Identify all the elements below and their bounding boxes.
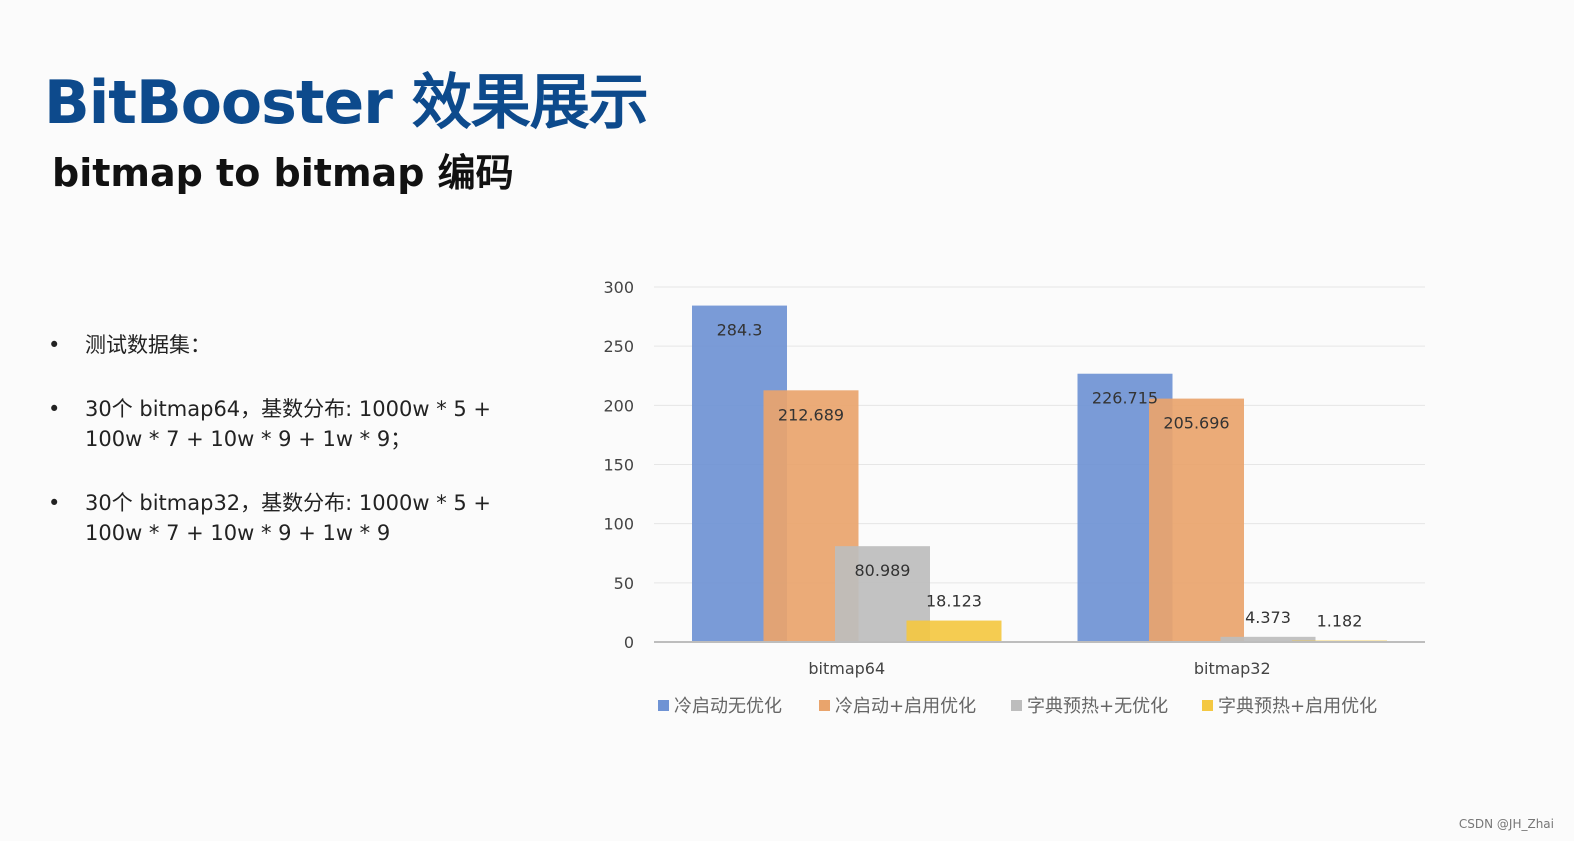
y-tick-label: 200 (603, 396, 634, 415)
data-label: 1.182 (1317, 612, 1363, 631)
legend-label: 字典预热+无优化 (1027, 696, 1168, 717)
x-tick-label: bitmap32 (1194, 659, 1271, 678)
bullet-line: 100w * 7 + 10w * 9 + 1w * 9 (85, 521, 391, 545)
legend-label: 冷启动+启用优化 (835, 696, 976, 717)
bar-chart: 0 50 100 150 200 250 300 284.3 212.689 80.989 18.1… (603, 278, 1425, 717)
bullet-list: • 测试数据集： • 30个 bitmap64，基数分布: 1000w * 5 + 10… (44, 330, 544, 582)
bullet-line: 30个 bitmap64，基数分布: 1000w * 5 + (85, 397, 492, 421)
bullet-line: 100w * 7 + 10w * 9 + 1w * 9； (85, 427, 412, 451)
bullet-marker: • (48, 333, 61, 357)
data-label: 212.689 (778, 405, 844, 424)
y-tick-label: 150 (603, 456, 634, 475)
bullet-line: 测试数据集： (85, 333, 211, 357)
slide-subtitle: bitmap to bitmap 编码 (52, 151, 514, 195)
data-label: 205.696 (1163, 414, 1229, 433)
data-label: 80.989 (855, 561, 911, 580)
legend-label: 字典预热+启用优化 (1218, 696, 1377, 717)
data-label: 18.123 (926, 592, 982, 611)
y-tick-label: 0 (624, 633, 634, 652)
bar (906, 620, 1002, 642)
bullet-item: • 30个 bitmap32，基数分布: 1000w * 5 + 100w * 7 … (44, 488, 544, 548)
bar (1149, 398, 1244, 642)
slide-title: BitBooster 效果展示 (44, 68, 649, 138)
data-label: 284.3 (717, 321, 763, 340)
y-tick-label: 100 (603, 515, 634, 534)
bullet-item: • 测试数据集： (44, 330, 544, 360)
legend-swatch (1011, 700, 1022, 711)
watermark: CSDN @JH_Zhai (1458, 817, 1554, 831)
y-tick-label: 250 (603, 337, 634, 356)
data-label: 4.373 (1245, 608, 1291, 627)
data-label: 226.715 (1092, 389, 1158, 408)
bullet-marker: • (48, 491, 61, 515)
legend-swatch (1202, 700, 1213, 711)
y-tick-label: 50 (614, 574, 634, 593)
x-tick-label: bitmap64 (808, 659, 885, 678)
legend-swatch (658, 700, 669, 711)
bullet-item: • 30个 bitmap64，基数分布: 1000w * 5 + 100w * 7 … (44, 394, 544, 454)
bar (1220, 636, 1316, 642)
bullet-line: 30个 bitmap32，基数分布: 1000w * 5 + (85, 491, 492, 515)
y-tick-label: 300 (603, 278, 634, 297)
legend-label: 冷启动无优化 (674, 696, 782, 717)
bullet-marker: • (48, 397, 61, 421)
legend-swatch (819, 700, 830, 711)
